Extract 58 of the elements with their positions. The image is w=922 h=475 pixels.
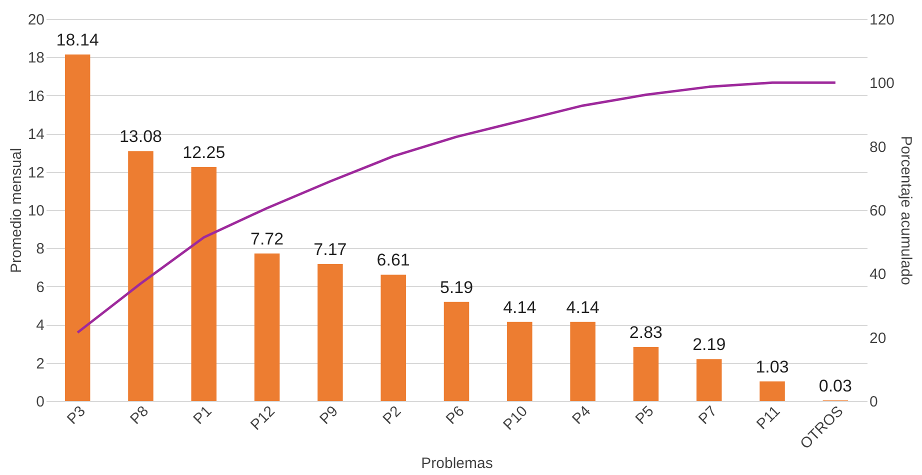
- data-label: 7.17: [314, 240, 347, 260]
- x-tick-label: P11: [753, 402, 784, 433]
- data-label: 13.08: [119, 127, 162, 146]
- data-label: 12.25: [182, 143, 226, 162]
- y-tick-label: 20: [28, 12, 44, 28]
- y-tick-label: 12: [28, 164, 44, 182]
- y-tick-label: 10: [28, 202, 44, 220]
- y2-tick-label: 60: [870, 202, 886, 220]
- bar: [444, 302, 470, 401]
- y-axis-title: Promedio mensual: [8, 148, 25, 274]
- bar: [507, 322, 532, 401]
- x-tick-label: P8: [127, 402, 152, 428]
- bar: [633, 346, 659, 401]
- y2-axis-title: Porcentaje acumulado: [898, 136, 915, 286]
- data-label: 4.14: [566, 298, 600, 317]
- y-tick-label: 8: [36, 240, 44, 258]
- y-tick-label: 16: [28, 88, 44, 105]
- y2-tick-label: 20: [870, 330, 886, 347]
- y-tick-label: 4: [36, 317, 44, 334]
- y-tick-label: 6: [36, 278, 44, 296]
- data-label: 0.03: [818, 376, 852, 396]
- x-tick-label: P6: [442, 402, 468, 428]
- y2-tick-label: 40: [870, 266, 886, 284]
- bar: [380, 274, 406, 401]
- x-tick-label: P7: [695, 402, 720, 428]
- x-tick-label: P4: [569, 402, 594, 428]
- x-tick-label: P9: [316, 402, 342, 428]
- y2-tick-label: 0: [870, 394, 878, 410]
- data-label: 5.19: [440, 278, 474, 297]
- y-tick-label: 2: [36, 355, 44, 372]
- x-tick-label: P1: [190, 402, 216, 428]
- data-label: 6.61: [376, 250, 410, 270]
- x-tick-label: P2: [380, 402, 405, 428]
- bar: [64, 54, 90, 401]
- x-tick-label: P3: [64, 402, 89, 428]
- data-label: 1.03: [756, 357, 789, 376]
- bar: [128, 151, 154, 401]
- y2-tick-label: 100: [870, 75, 895, 92]
- data-label: 2.19: [692, 335, 726, 354]
- bar: [191, 167, 217, 401]
- x-tick-label: P5: [632, 402, 658, 428]
- y2-tick-label: 120: [870, 12, 895, 28]
- y-tick-label: 14: [28, 126, 44, 144]
- bar: [570, 322, 596, 401]
- bar: [254, 254, 280, 401]
- y2-tick-label: 80: [870, 138, 886, 156]
- x-axis-title: Problemas: [421, 454, 493, 472]
- data-label: 4.14: [503, 298, 536, 317]
- bar: [760, 381, 785, 401]
- x-tick-label: P10: [500, 402, 531, 434]
- data-label: 18.14: [56, 30, 99, 50]
- data-label: 2.83: [629, 322, 663, 342]
- bar: [318, 264, 343, 401]
- x-tick-label: P12: [247, 402, 278, 434]
- y-tick-label: 0: [36, 394, 44, 410]
- y-tick-label: 18: [28, 50, 44, 67]
- bar: [696, 359, 722, 401]
- data-label: 7.72: [250, 230, 284, 249]
